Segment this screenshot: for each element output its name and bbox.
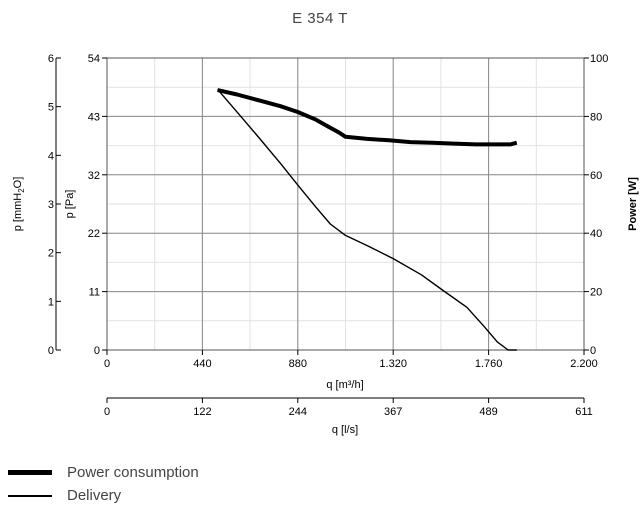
y-tick-label-pa: 32 (88, 170, 100, 182)
y-axis-title-pa: p [Pa] (64, 190, 76, 219)
y-tick-label-power: 40 (590, 228, 602, 240)
y-tick-label-pa: 54 (88, 53, 100, 65)
y-tick-label-power: 20 (590, 287, 602, 299)
x-tick-label-m3h: 440 (193, 358, 211, 370)
y-axis-title-mmh2o-end: O] (12, 177, 24, 189)
y-axis-title-mmh2o: p [mmH2O] (12, 177, 26, 232)
y-tick-label-mmh2o: 0 (48, 345, 54, 357)
legend-item-delivery: Delivery (8, 484, 199, 507)
legend-item-power: Power consumption (8, 461, 199, 484)
grid (107, 58, 584, 350)
y-tick-label-power: 60 (590, 170, 602, 182)
y-tick-label-power: 80 (590, 111, 602, 123)
axes (55, 57, 589, 403)
legend-label-delivery: Delivery (67, 487, 122, 504)
series-layer (217, 88, 518, 351)
x-tick-label-ls: 0 (104, 406, 110, 418)
y-tick-label-pa: 22 (88, 228, 100, 240)
x-tick-label-ls: 367 (384, 406, 402, 418)
x-tick-label-m3h: 2.200 (570, 358, 598, 370)
legend-swatch-thin (8, 494, 52, 497)
y-tick-label-mmh2o: 2 (48, 248, 54, 260)
x-axis-title-m3h: q [m³/h] (326, 379, 363, 391)
y-tick-label-pa: 11 (89, 287, 100, 299)
series-line-power (217, 88, 518, 147)
y-tick-label-mmh2o: 6 (48, 53, 54, 65)
x-tick-label-ls: 611 (575, 406, 593, 418)
series-line-delivery (217, 88, 517, 351)
y-axis-title-mmh2o-main: p [mmH (12, 193, 24, 232)
x-tick-label-m3h: 1.760 (475, 358, 503, 370)
x-tick-label-m3h: 0 (104, 358, 110, 370)
y-tick-label-mmh2o: 5 (48, 102, 54, 114)
x-tick-label-m3h: 1.320 (379, 358, 407, 370)
y-tick-label-pa: 0 (94, 345, 100, 357)
y-tick-label-power: 0 (590, 345, 596, 357)
legend-label-power: Power consumption (67, 464, 199, 481)
x-tick-label-m3h: 880 (289, 358, 307, 370)
x-tick-label-ls: 122 (193, 406, 211, 418)
y-axis-title-mmh2o-sub: 2 (17, 188, 26, 193)
y-axis-title-power: Power [W] (627, 177, 639, 231)
chart-title: E 354 T (292, 10, 348, 27)
x-tick-label-ls: 244 (289, 406, 307, 418)
y-tick-label-mmh2o: 1 (48, 296, 54, 308)
x-axis-title-ls: q [l/s] (332, 424, 358, 436)
legend: Power consumption Delivery (8, 461, 199, 507)
legend-swatch-thick (8, 470, 52, 475)
x-tick-label-ls: 489 (479, 406, 497, 418)
plot-frame (106, 57, 585, 351)
y-tick-label-mmh2o: 4 (48, 150, 54, 162)
y-tick-label-pa: 43 (88, 111, 100, 123)
y-tick-label-mmh2o: 3 (48, 199, 54, 211)
y-tick-label-power: 100 (590, 53, 608, 65)
